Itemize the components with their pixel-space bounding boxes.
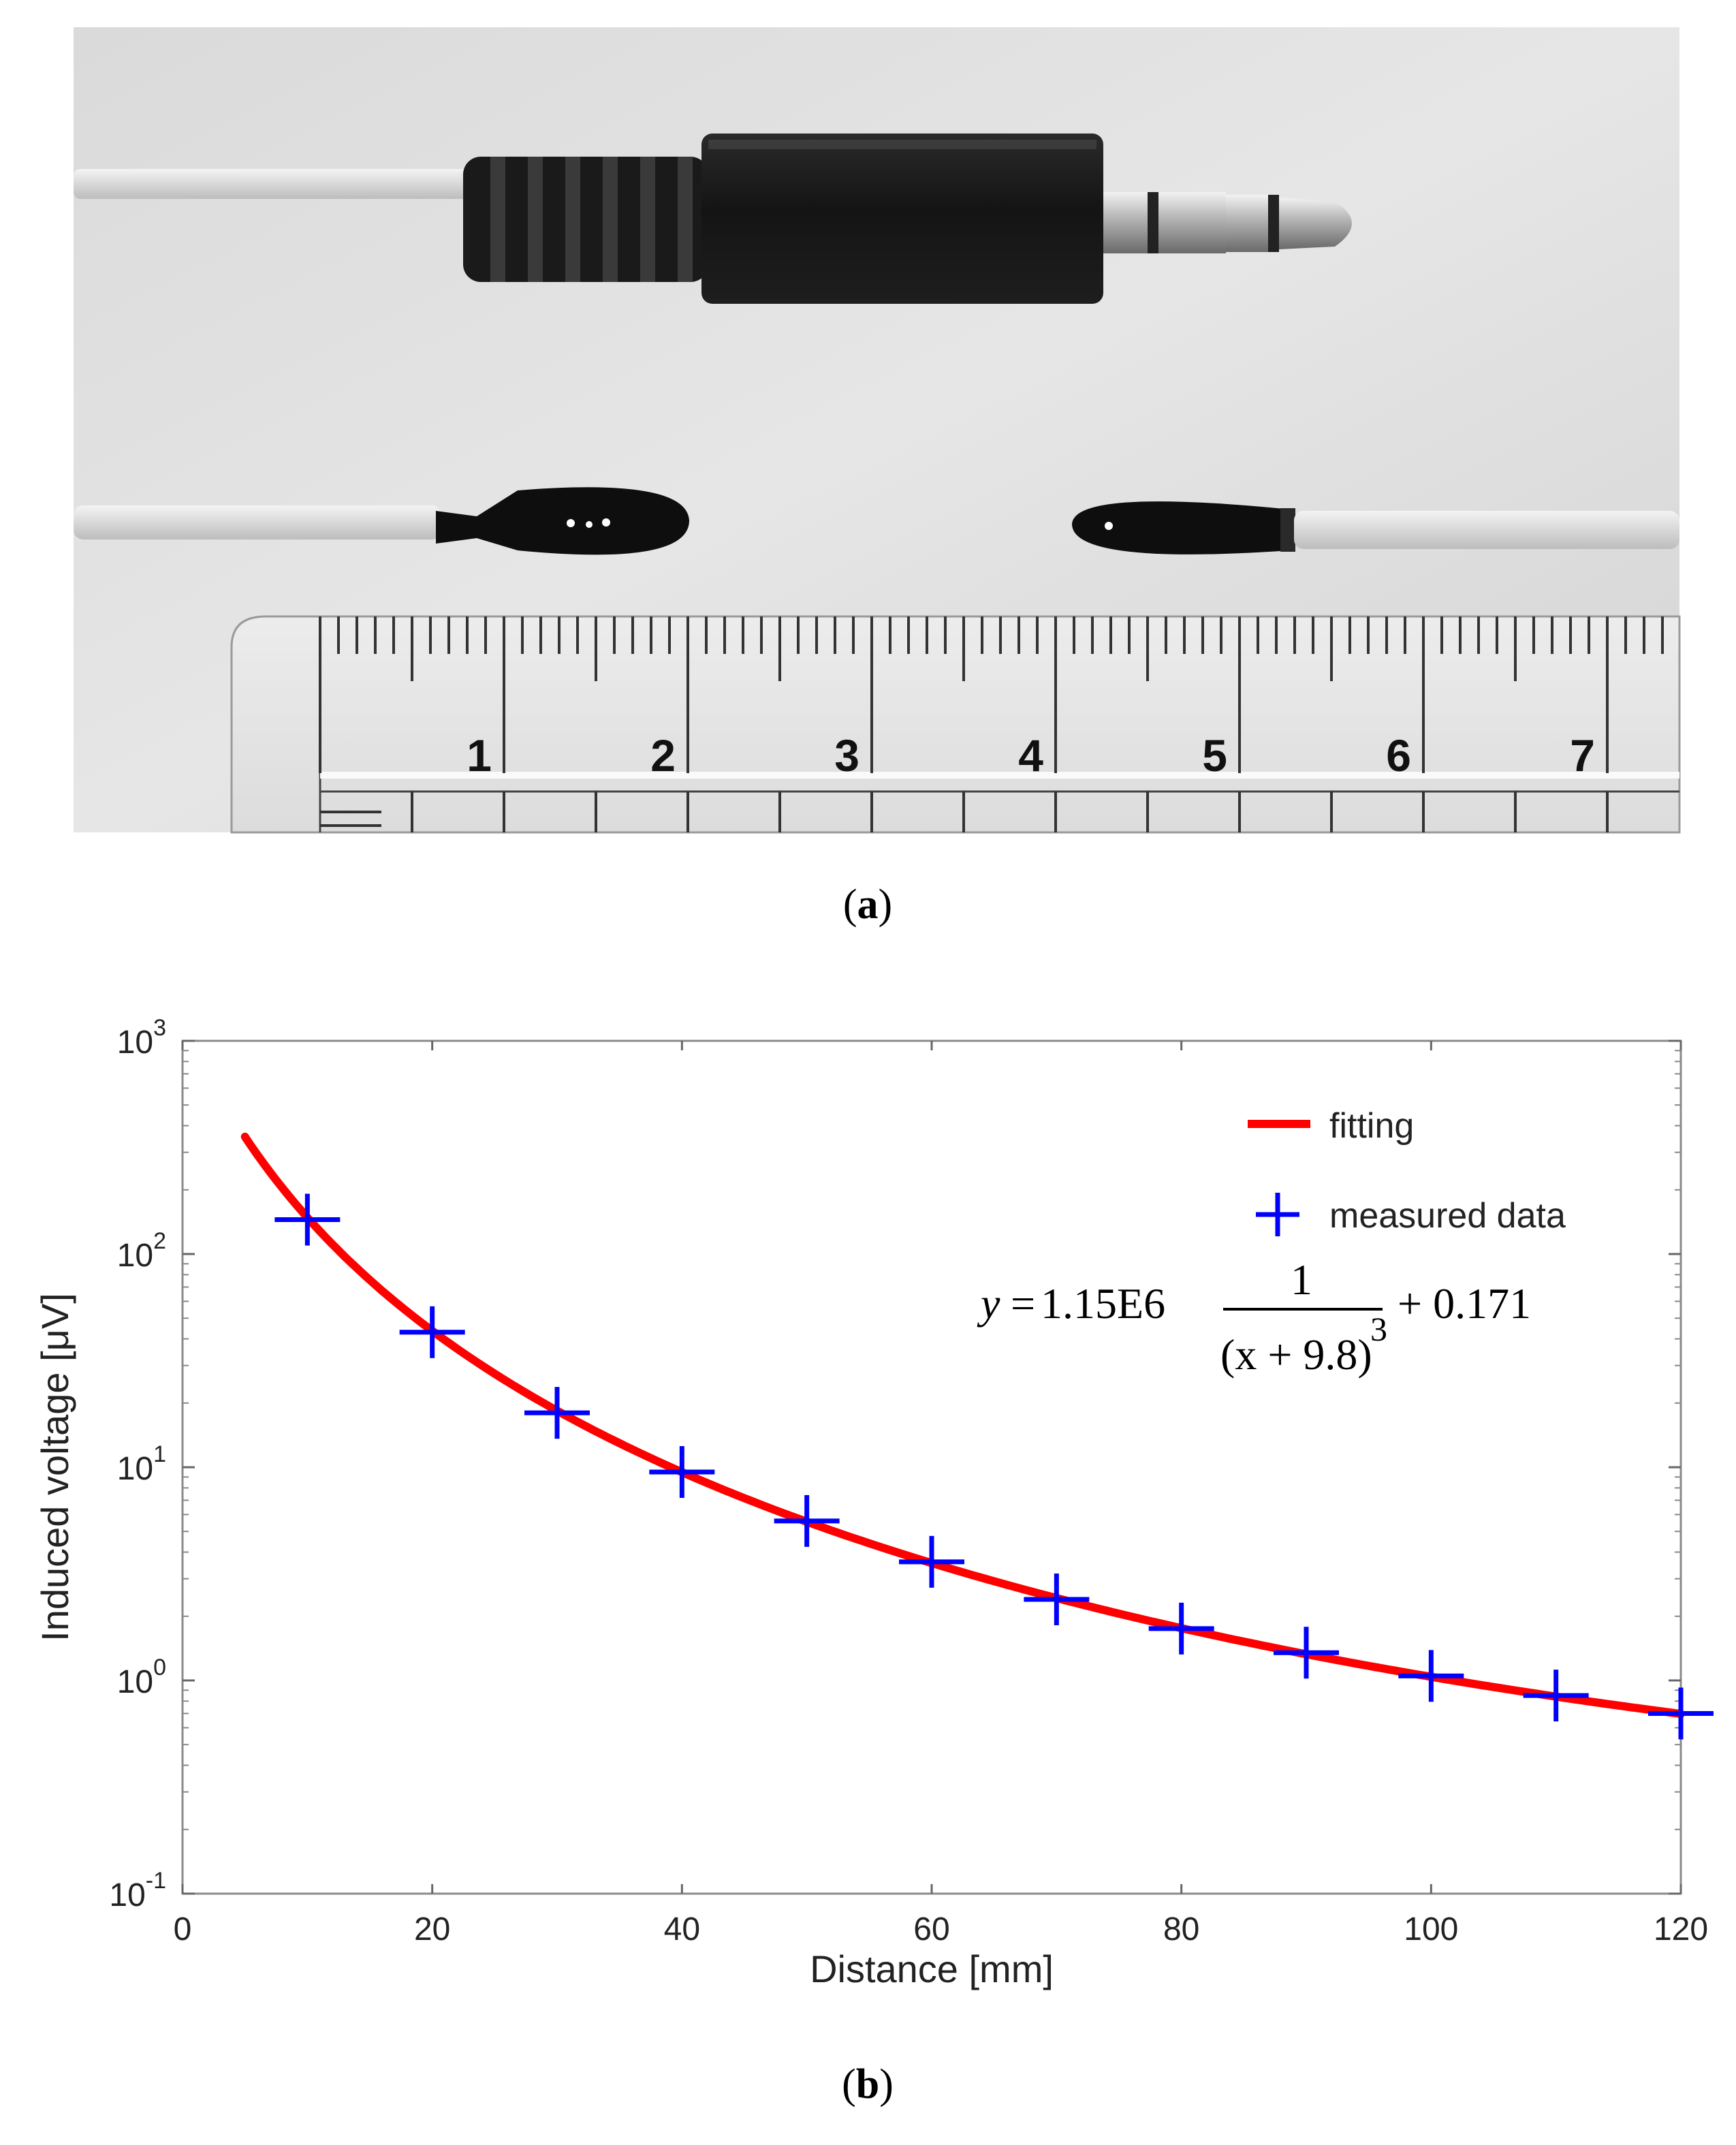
y-tick-label: 101 xyxy=(117,1441,166,1487)
legend-measured-label: measured data xyxy=(1329,1196,1566,1236)
plug-tip xyxy=(1103,192,1352,253)
legend: fitting measured data xyxy=(1248,1106,1566,1236)
ruler-number: 7 xyxy=(1570,730,1595,781)
x-tick-label: 0 xyxy=(174,1911,192,1947)
measured-point xyxy=(274,1193,341,1246)
ruler: 1 2 3 4 5 6 7 xyxy=(230,615,1681,834)
x-tick-label: 100 xyxy=(1404,1911,1458,1947)
measured-point xyxy=(899,1535,964,1588)
fit-equation: y = 1.15E6 1 (x + 9.8) 3 + 0.171 xyxy=(977,1255,1531,1379)
equation-exponent: 3 xyxy=(1370,1310,1387,1348)
measured-point xyxy=(1274,1627,1339,1679)
ruler-number: 2 xyxy=(650,730,676,781)
y-axis-label: Induced voltage [μV] xyxy=(33,1293,76,1642)
equation-denominator: (x + 9.8) xyxy=(1220,1330,1372,1379)
photo-panel: 1 2 3 4 5 6 7 xyxy=(74,27,1681,834)
measured-point xyxy=(649,1445,715,1498)
measured-point xyxy=(1648,1687,1714,1740)
equation-equals: = xyxy=(1011,1279,1035,1328)
fitting-line xyxy=(240,1132,1685,1719)
ruler-number: 6 xyxy=(1386,730,1411,781)
y-tick-label: 103 xyxy=(117,1015,166,1061)
y-tick-label: 10-1 xyxy=(109,1868,166,1913)
x-axis-label: Distance [mm] xyxy=(810,1947,1054,1990)
measured-point xyxy=(1024,1573,1090,1625)
x-tick-label: 40 xyxy=(664,1911,700,1947)
caption-b: (b) xyxy=(842,2061,894,2108)
measured-point xyxy=(1523,1670,1589,1722)
x-tick-label: 80 xyxy=(1163,1911,1199,1947)
plot-area xyxy=(181,1039,1682,1895)
x-tick-label: 60 xyxy=(913,1911,949,1947)
x-tick-label: 120 xyxy=(1654,1911,1708,1947)
ruler-number: 3 xyxy=(834,730,859,781)
plug-strain-relief xyxy=(463,157,708,282)
y-tick-label: 100 xyxy=(117,1655,166,1700)
measured-point xyxy=(524,1387,590,1439)
y-tick-label: 102 xyxy=(117,1228,166,1274)
equation-numerator: 1 xyxy=(1291,1255,1312,1304)
equation-constant: + 0.171 xyxy=(1398,1279,1531,1328)
equation-lhs: y xyxy=(977,1279,1000,1328)
measured-point xyxy=(399,1306,465,1358)
sensor-coil-right xyxy=(1072,501,1679,554)
sensor-coil-left xyxy=(74,487,689,555)
measured-point xyxy=(1398,1650,1464,1702)
ruler-number: 4 xyxy=(1018,730,1043,781)
x-axis: 0 20 40 60 80 100 120 xyxy=(174,1041,1708,1947)
caption-a: (a) xyxy=(843,881,892,928)
x-tick-label: 20 xyxy=(414,1911,450,1947)
ruler-number: 5 xyxy=(1202,730,1227,781)
y-axis: 10-1 100 101 102 103 xyxy=(109,1015,1681,1913)
equation-coefficient: 1.15E6 xyxy=(1041,1279,1165,1328)
plug-cable xyxy=(74,169,469,199)
ruler-number: 1 xyxy=(467,730,492,781)
legend-measured-marker xyxy=(1256,1193,1299,1236)
series-layer xyxy=(240,1132,1714,1740)
measured-point xyxy=(774,1494,840,1547)
measured-point xyxy=(1148,1602,1214,1655)
chart-panel: 0 20 40 60 80 100 120 10-1 100 101 102 103 Distanc… xyxy=(33,1015,1714,1990)
legend-fitting-label: fitting xyxy=(1329,1106,1414,1146)
plug-body xyxy=(701,134,1103,304)
